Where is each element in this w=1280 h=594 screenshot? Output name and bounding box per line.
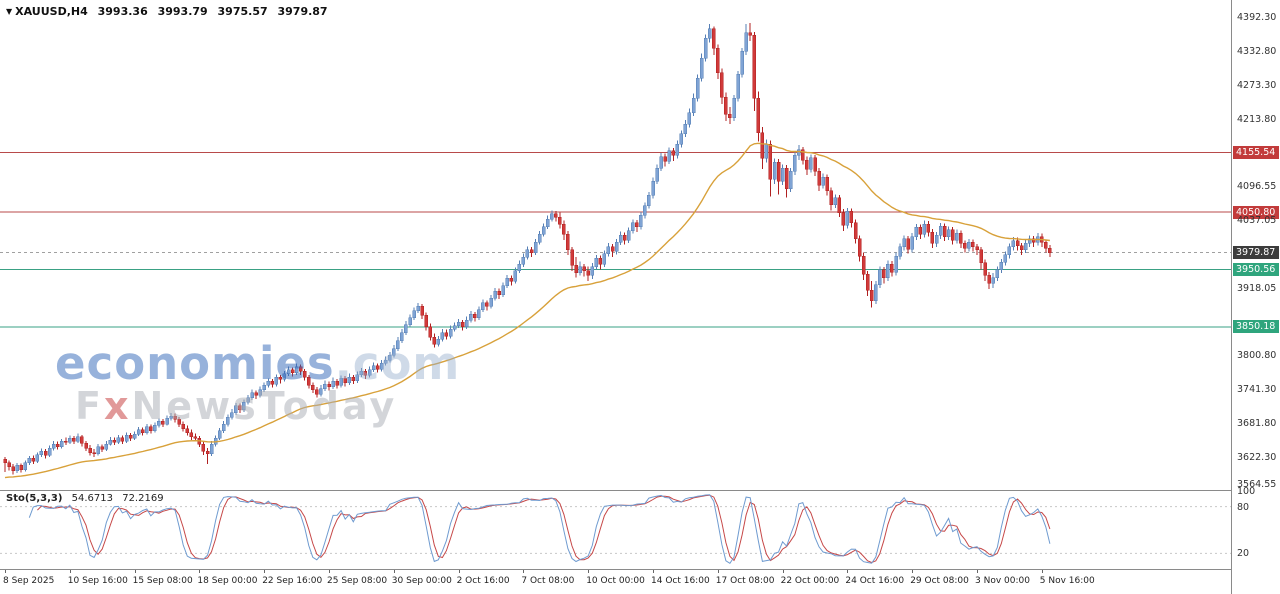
time-axis-label: 3 Nov 00:00: [975, 576, 1030, 586]
price-axis-label: 4273.30: [1237, 79, 1277, 91]
symbol-timeframe-label: XAUUSD,H4: [15, 5, 88, 18]
sto-axis-label: 20: [1237, 548, 1250, 560]
time-axis-tick: [458, 570, 460, 573]
time-axis-label: 7 Oct 08:00: [521, 576, 575, 586]
ohlc-low: 3975.57: [217, 5, 268, 18]
price-axis-label: 3564.55: [1237, 479, 1277, 490]
time-axis-tick: [588, 570, 590, 573]
candles: [3, 22, 1052, 475]
sto-axis-label: 80: [1237, 501, 1250, 513]
ohlc-high: 3993.79: [157, 5, 208, 18]
time-axis-tick: [1041, 570, 1043, 573]
price-chart-canvas[interactable]: [0, 0, 1232, 491]
price-axis-label: 3918.05: [1237, 282, 1277, 294]
time-axis-tick: [264, 570, 266, 573]
time-axis-tick: [393, 570, 395, 573]
time-axis-tick: [134, 570, 136, 573]
time-axis-label: 2 Oct 16:00: [456, 576, 510, 586]
time-axis-label: 18 Sep 00:00: [197, 576, 258, 586]
support-price-label: 3850.18: [1233, 320, 1279, 334]
stochastic-canvas[interactable]: [0, 491, 1232, 569]
time-axis-tick: [653, 570, 654, 573]
time-axis-label: 25 Sep 08:00: [327, 576, 388, 586]
time-axis-label: 22 Oct 00:00: [780, 576, 840, 586]
price-axis-label: 4096.55: [1237, 180, 1277, 192]
price-axis[interactable]: 4392.30 4332.80 4273.30 4213.80 4155.54 4096.…: [1232, 0, 1280, 594]
time-axis-label: 10 Oct 00:00: [586, 576, 645, 586]
price-axis-label: 4332.80: [1237, 45, 1277, 57]
sto-axis-label: 100: [1237, 486, 1256, 497]
panel-separator-bottom: [0, 569, 1232, 570]
resistance-price-label: 4155.54: [1233, 145, 1279, 159]
moving-average-line: [4, 142, 1050, 479]
current-price-label: 3979.87: [1233, 246, 1279, 260]
symbol-info: ▼ XAUUSD,H4 3993.36 3993.79 3975.57 3979.…: [6, 5, 328, 18]
indicator-label: Sto(5,3,3) 54.6713 72.2169: [6, 493, 164, 504]
time-axis-label: 29 Oct 08:00: [910, 576, 969, 586]
price-axis-label: 4037.05: [1237, 214, 1277, 226]
resistance-price-label: 4050.80: [1233, 205, 1279, 219]
time-axis-tick: [847, 570, 849, 573]
time-axis-tick: [5, 570, 6, 573]
price-axis-label: 3741.30: [1237, 383, 1277, 395]
time-axis-tick: [329, 570, 330, 573]
time-axis[interactable]: 8 Sep 2025 10 Sep 16:00 15 Sep 08:00 18 Sep…: [0, 570, 1232, 594]
time-axis-tick: [912, 570, 914, 573]
ohlc-close: 3979.87: [277, 5, 328, 18]
time-axis-label: 30 Sep 00:00: [391, 576, 452, 586]
price-axis-label: 4213.80: [1237, 113, 1277, 125]
symbol-dropdown-icon[interactable]: ▼: [6, 7, 13, 16]
panel-separator-top: [0, 490, 1232, 491]
time-axis-tick: [977, 570, 978, 573]
time-axis-label: 10 Sep 16:00: [67, 576, 128, 586]
price-axis-label: 4392.30: [1237, 11, 1277, 23]
time-axis-label: 22 Sep 16:00: [262, 576, 323, 586]
sto-main-line: [28, 494, 1051, 564]
time-axis-tick: [717, 570, 719, 573]
time-axis-label: 8 Sep 2025: [3, 576, 55, 586]
indicator-main-value: 54.6713: [71, 493, 114, 504]
time-axis-label: 15 Sep 08:00: [132, 576, 193, 586]
time-axis-label: 17 Oct 08:00: [715, 576, 775, 586]
time-axis-tick: [523, 570, 525, 573]
time-axis-tick: [782, 570, 784, 573]
time-axis-label: 5 Nov 16:00: [1039, 576, 1095, 586]
axis-separator: [1231, 0, 1232, 594]
ohlc-open: 3993.36: [97, 5, 148, 18]
indicator-name: Sto(5,3,3): [6, 493, 63, 504]
price-axis-label: 3681.80: [1237, 417, 1277, 429]
indicator-signal-value: 72.2169: [122, 493, 164, 504]
time-axis-label: 24 Oct 16:00: [845, 576, 905, 586]
time-axis-label: 14 Oct 16:00: [651, 576, 710, 586]
time-axis-tick: [69, 570, 71, 573]
price-axis-label: 3800.80: [1237, 349, 1277, 361]
time-axis-tick: [199, 570, 201, 573]
support-price-label: 3950.56: [1233, 262, 1279, 276]
price-axis-label: 3622.30: [1237, 451, 1277, 463]
sto-signal-line: [37, 494, 1051, 564]
